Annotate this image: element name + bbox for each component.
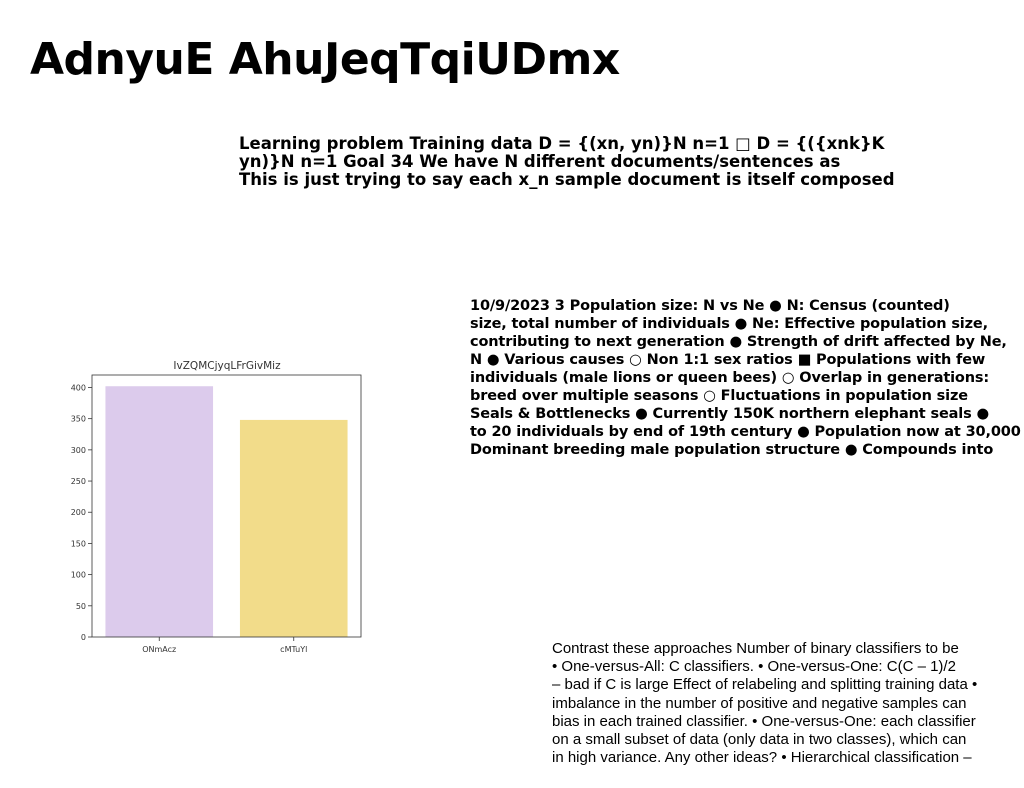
- bar-chart-svg: IvZQMCjyqLFrGivMiz 0 50 100 150 200 250 300 350…: [71, 360, 362, 654]
- chart-title: IvZQMCjyqLFrGivMiz: [173, 360, 281, 372]
- y-tick-label: 300: [71, 446, 86, 455]
- x-tick-label: cMTuYl: [280, 645, 307, 654]
- text-line: to 20 individuals by end of 19th century…: [470, 424, 1021, 440]
- learning-problem-text: Learning problem Training data D = {(xn,…: [239, 135, 895, 189]
- bar-chart: IvZQMCjyqLFrGivMiz 0 50 100 150 200 250 300 350…: [60, 350, 380, 662]
- y-tick-label: 200: [71, 508, 86, 517]
- bar-cmtuyl: [239, 419, 348, 637]
- text-line: on a small subset of data (only data in …: [552, 731, 967, 749]
- bar-onmacz: [105, 386, 214, 637]
- text-line: – bad if C is large Effect of relabeling…: [552, 676, 978, 694]
- population-size-text: 10/9/2023 3 Population size: N vs Ne ● N…: [470, 297, 1021, 459]
- text-line: contributing to next generation ● Streng…: [470, 334, 1007, 350]
- text-line: Seals & Bottlenecks ● Currently 150K nor…: [470, 406, 989, 422]
- classifiers-text: Contrast these approaches Number of bina…: [552, 640, 977, 767]
- text-line: individuals (male lions or queen bees) ○…: [470, 370, 990, 386]
- y-tick-label: 350: [71, 415, 86, 424]
- text-line: in high variance. Any other ideas? • Hie…: [552, 749, 972, 767]
- y-tick-label: 50: [76, 602, 86, 611]
- y-tick-label: 250: [71, 477, 86, 486]
- text-line: • One-versus-All: C classifiers. • One-v…: [552, 658, 956, 676]
- y-tick-label: 100: [71, 571, 86, 580]
- text-line: bias in each trained classifier. • One-v…: [552, 712, 976, 730]
- text-line: This is just trying to say each x_n samp…: [239, 170, 895, 189]
- text-line: breed over multiple seasons ○ Fluctuatio…: [470, 388, 968, 404]
- text-line: Contrast these approaches Number of bina…: [552, 640, 959, 657]
- text-line: 10/9/2023 3 Population size: N vs Ne ● N…: [470, 298, 950, 314]
- text-line: Dominant breeding male population struct…: [470, 442, 994, 458]
- y-tick-label: 150: [71, 539, 86, 548]
- text-line: size, total number of individuals ● Ne: …: [470, 316, 988, 332]
- page-title: AdnyuE AhuJeqTqiUDmx: [30, 34, 620, 85]
- text-line: yn)}N n=1 Goal 34 We have N different do…: [239, 152, 841, 171]
- x-tick-label: ONmAcz: [142, 645, 176, 654]
- text-line: imbalance in the number of positive and …: [552, 694, 967, 712]
- text-line: Learning problem Training data D = {(xn,…: [239, 134, 885, 153]
- y-tick-label: 0: [81, 633, 86, 642]
- text-line: N ● Various causes ○ Non 1:1 sex ratios …: [470, 352, 986, 368]
- plot-frame: [91, 374, 362, 638]
- y-tick-label: 400: [71, 383, 86, 392]
